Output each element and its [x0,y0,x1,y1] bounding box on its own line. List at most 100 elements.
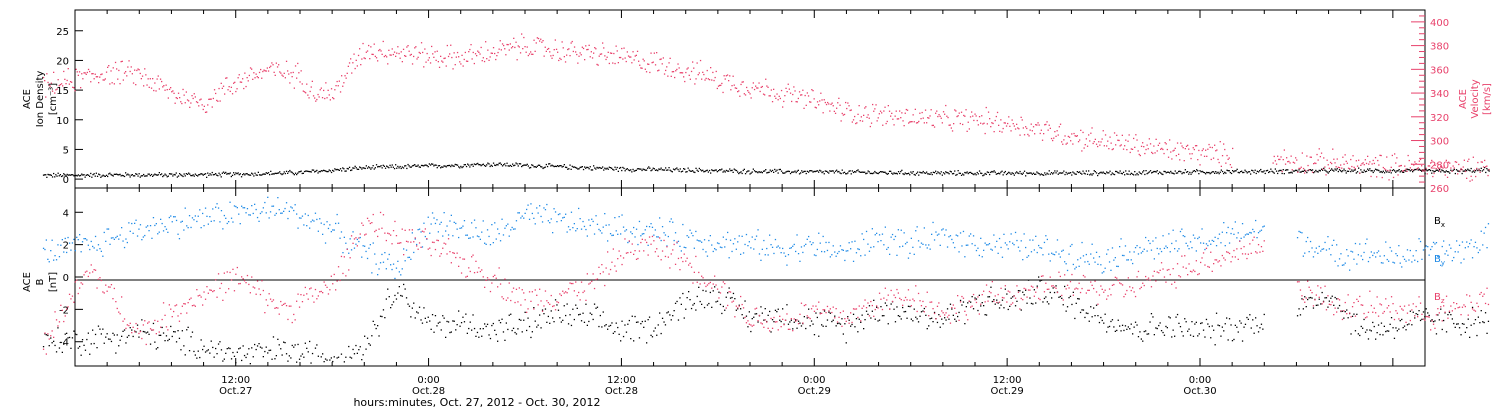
data-point [82,78,84,80]
data-point [598,266,600,268]
data-point [193,175,195,177]
data-point [468,267,470,269]
data-point [126,336,128,338]
data-point [795,319,797,321]
data-point [1392,327,1394,329]
data-point [68,336,71,339]
data-point [1098,141,1100,143]
data-point [57,172,59,174]
data-point [220,176,222,178]
data-point [702,71,704,73]
data-point [368,44,370,47]
data-point [365,51,367,53]
data-point [512,287,515,289]
data-point [261,77,263,79]
data-point [588,320,590,323]
data-point [51,330,53,332]
data-point [440,55,442,57]
data-point [324,284,327,286]
data-point [925,314,927,316]
data-point [252,212,254,215]
data-point [1430,162,1432,164]
data-point [407,163,409,166]
data-point [1433,172,1435,175]
data-point [1351,165,1353,168]
data-point [1279,158,1281,161]
data-point [366,167,369,169]
data-point [1161,173,1163,175]
data-point [553,49,555,51]
data-point [121,335,123,337]
data-point [1284,163,1287,165]
data-point [42,174,45,176]
data-point [1045,174,1047,176]
data-point [1306,155,1308,157]
data-point [1262,328,1264,330]
data-point [332,360,334,363]
data-point [774,95,776,97]
data-point [837,171,839,173]
data-point [778,95,780,97]
data-point [732,292,735,295]
data-point [611,52,613,54]
data-point [523,164,525,166]
data-point [1304,172,1306,174]
data-point [164,226,166,228]
data-point [352,62,354,64]
data-point [1304,296,1306,298]
data-point [975,174,977,176]
data-point [1110,269,1112,271]
data-point [407,45,409,47]
data-point [197,101,199,104]
data-point [1351,251,1354,253]
data-point [1135,174,1137,176]
data-point [109,243,111,245]
data-point [696,295,698,298]
data-point [797,169,799,171]
data-point [1479,170,1481,172]
data-point [366,337,369,339]
data-point [53,336,55,338]
data-point [878,234,881,236]
data-point [496,55,498,57]
data-point [345,170,347,172]
data-point [1361,163,1363,165]
data-point [999,173,1001,175]
data-point [676,68,678,71]
data-point [79,345,81,348]
data-point [96,347,98,349]
data-point [213,290,215,292]
data-point [1341,167,1343,169]
data-point [1036,285,1038,287]
data-point [602,271,604,273]
data-point [659,217,661,219]
data-point [552,317,554,319]
data-point [869,125,871,128]
data-point [510,229,512,231]
data-point [404,165,406,167]
data-point [852,260,855,262]
data-point [1445,331,1448,333]
data-point [1458,327,1461,329]
data-point [611,261,613,263]
data-point [554,165,556,167]
data-point [1041,139,1044,141]
data-point [321,170,324,172]
data-point [627,323,629,325]
data-point [298,72,300,74]
data-point [1045,296,1047,298]
data-point [51,239,53,241]
data-point [1322,248,1325,250]
data-point [477,162,479,165]
data-point [432,53,434,55]
data-point [211,171,213,174]
data-point [1214,144,1216,146]
data-point [1462,170,1464,172]
data-point [165,335,168,337]
data-point [183,345,185,347]
data-point [138,332,140,335]
data-point [1071,303,1073,306]
data-point [812,90,814,92]
data-point [1182,147,1184,149]
data-point [246,353,249,355]
